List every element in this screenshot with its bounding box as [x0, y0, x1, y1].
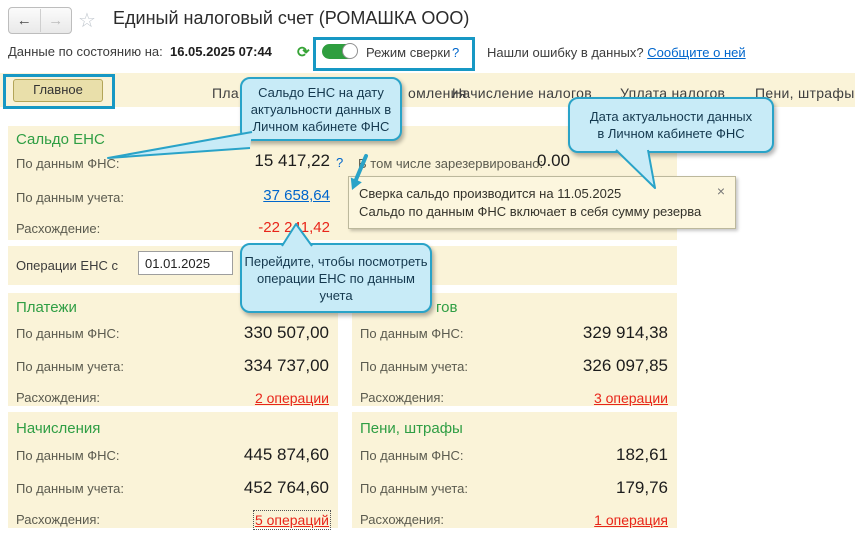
- fns-value: 182,61: [616, 445, 668, 464]
- diff-operations-link[interactable]: 5 операций: [252, 510, 332, 530]
- operations-label: Операции ЕНС с: [16, 258, 118, 273]
- saldo-fns-value: 15 417,22: [254, 151, 330, 170]
- fns-label: По данным ФНС:: [16, 448, 120, 463]
- report-error-link[interactable]: Сообщите о ней: [647, 45, 746, 60]
- tab-nachislenie-nalogov[interactable]: Начисление налогов: [452, 85, 592, 101]
- annotation-box-main-tab: [3, 74, 115, 109]
- tab-glavnoe[interactable]: Главное: [13, 79, 103, 102]
- operations-date-input[interactable]: [138, 251, 233, 275]
- forward-arrow-icon: →: [48, 12, 64, 29]
- annotation-arrow-icon: [350, 154, 368, 190]
- nav-button-group: ← →: [8, 7, 72, 34]
- panel-title-fragment: гов: [436, 299, 458, 316]
- diff-label: Расхождения:: [16, 512, 101, 527]
- uchet-value: 334 737,00: [243, 356, 329, 375]
- fns-value: 445 874,60: [243, 445, 329, 464]
- as-of-value: 16.05.2025 07:44: [169, 44, 272, 59]
- tab-peni-shtrafy[interactable]: Пени, штрафы: [755, 85, 855, 101]
- callout-text: Перейдите, чтобы посмотреть: [244, 253, 428, 269]
- panel-title: Платежи: [16, 299, 77, 316]
- panel-peni-shtrafy: Пени, штрафы По данным ФНС: 182,61 По да…: [352, 412, 677, 528]
- nav-back-button[interactable]: ←: [9, 9, 41, 32]
- toggle-knob-icon: [342, 43, 358, 59]
- saldo-reserved-label: В том числе зарезервировано:: [358, 156, 544, 171]
- annotation-box-toggle: [313, 37, 475, 71]
- saldo-uchet-link[interactable]: 37 658,64: [263, 187, 330, 204]
- diff-operations-link[interactable]: 3 операции: [593, 390, 668, 406]
- panel-title: Начисления: [16, 420, 101, 437]
- diff-operations-link[interactable]: 2 операции: [254, 390, 329, 406]
- saldo-popup: Сверка сальдо производится на 11.05.2025…: [348, 176, 736, 229]
- uchet-label: По данным учета:: [16, 359, 124, 374]
- favorite-star-icon[interactable]: ☆: [78, 10, 96, 32]
- callout-text: Дата актуальности данных: [589, 109, 753, 124]
- saldo-reserved-value: 0.00: [537, 151, 571, 170]
- popup-close-icon[interactable]: ×: [716, 183, 725, 199]
- callout-text: операции ЕНС по данным учета: [257, 270, 415, 303]
- panel-platezhi: Платежи По данным ФНС: 330 507,00 По дан…: [8, 293, 338, 406]
- error-question: Нашли ошибку в данных?: [487, 45, 644, 60]
- fns-label: По данным ФНС:: [360, 326, 464, 341]
- toggle-help-icon[interactable]: ?: [452, 45, 460, 60]
- fns-label: По данным ФНС:: [360, 448, 464, 463]
- tab-fragment-left[interactable]: Пла: [212, 85, 239, 101]
- saldo-uchet-label: По данным учета:: [16, 190, 124, 205]
- popup-line2: Сальдо по данным ФНС включает в себя сум…: [359, 204, 702, 219]
- callout-text: Личном кабинете ФНС: [252, 118, 390, 134]
- saldo-fns-label: По данным ФНС:: [16, 156, 120, 171]
- diff-label: Расхождения:: [360, 390, 445, 405]
- fns-value: 329 914,38: [582, 323, 668, 342]
- saldo-diff-label: Расхождение:: [16, 221, 101, 236]
- saldo-title: Сальдо ЕНС: [16, 131, 105, 148]
- popup-line1: Сверка сальдо производится на 11.05.2025: [359, 186, 622, 201]
- nav-forward-button[interactable]: →: [41, 9, 72, 32]
- fns-label: По данным ФНС:: [16, 326, 120, 341]
- uchet-value: 326 097,85: [582, 356, 668, 375]
- saldo-help-icon[interactable]: ?: [336, 155, 344, 170]
- uchet-value: 179,76: [616, 478, 668, 497]
- panel-nachisleniya: Начисления По данным ФНС: 445 874,60 По …: [8, 412, 338, 530]
- callout-text: Сальдо ЕНС на дату: [258, 84, 384, 100]
- uchet-label: По данным учета:: [360, 481, 468, 496]
- toggle-label: Режим сверки: [366, 45, 451, 60]
- diff-label: Расхождения:: [16, 390, 101, 405]
- verification-mode-toggle[interactable]: [322, 43, 358, 59]
- refresh-icon[interactable]: ⟳: [297, 44, 310, 61]
- callout-text: в Личном кабинете ФНС: [597, 126, 745, 141]
- fns-value: 330 507,00: [243, 323, 329, 342]
- panel-title: Пени, штрафы: [360, 420, 463, 437]
- uchet-label: По данным учета:: [16, 481, 124, 496]
- callout-text: актуальности данных в: [250, 101, 392, 117]
- diff-operations-link[interactable]: 1 операция: [594, 512, 668, 528]
- back-arrow-icon: ←: [16, 12, 32, 29]
- uchet-value: 452 764,60: [243, 478, 329, 497]
- data-as-of: Данные по состоянию на: 16.05.2025 07:44: [8, 44, 272, 59]
- panel-zachteno: гов По данным ФНС: 329 914,38 По данным …: [352, 293, 677, 406]
- diff-label: Расхождения:: [360, 512, 445, 527]
- uchet-label: По данным учета:: [360, 359, 468, 374]
- tab-fragment-right[interactable]: омления: [408, 85, 467, 101]
- as-of-label: Данные по состоянию на:: [8, 44, 163, 59]
- page-title: Единый налоговый счет (РОМАШКА ООО): [113, 8, 470, 28]
